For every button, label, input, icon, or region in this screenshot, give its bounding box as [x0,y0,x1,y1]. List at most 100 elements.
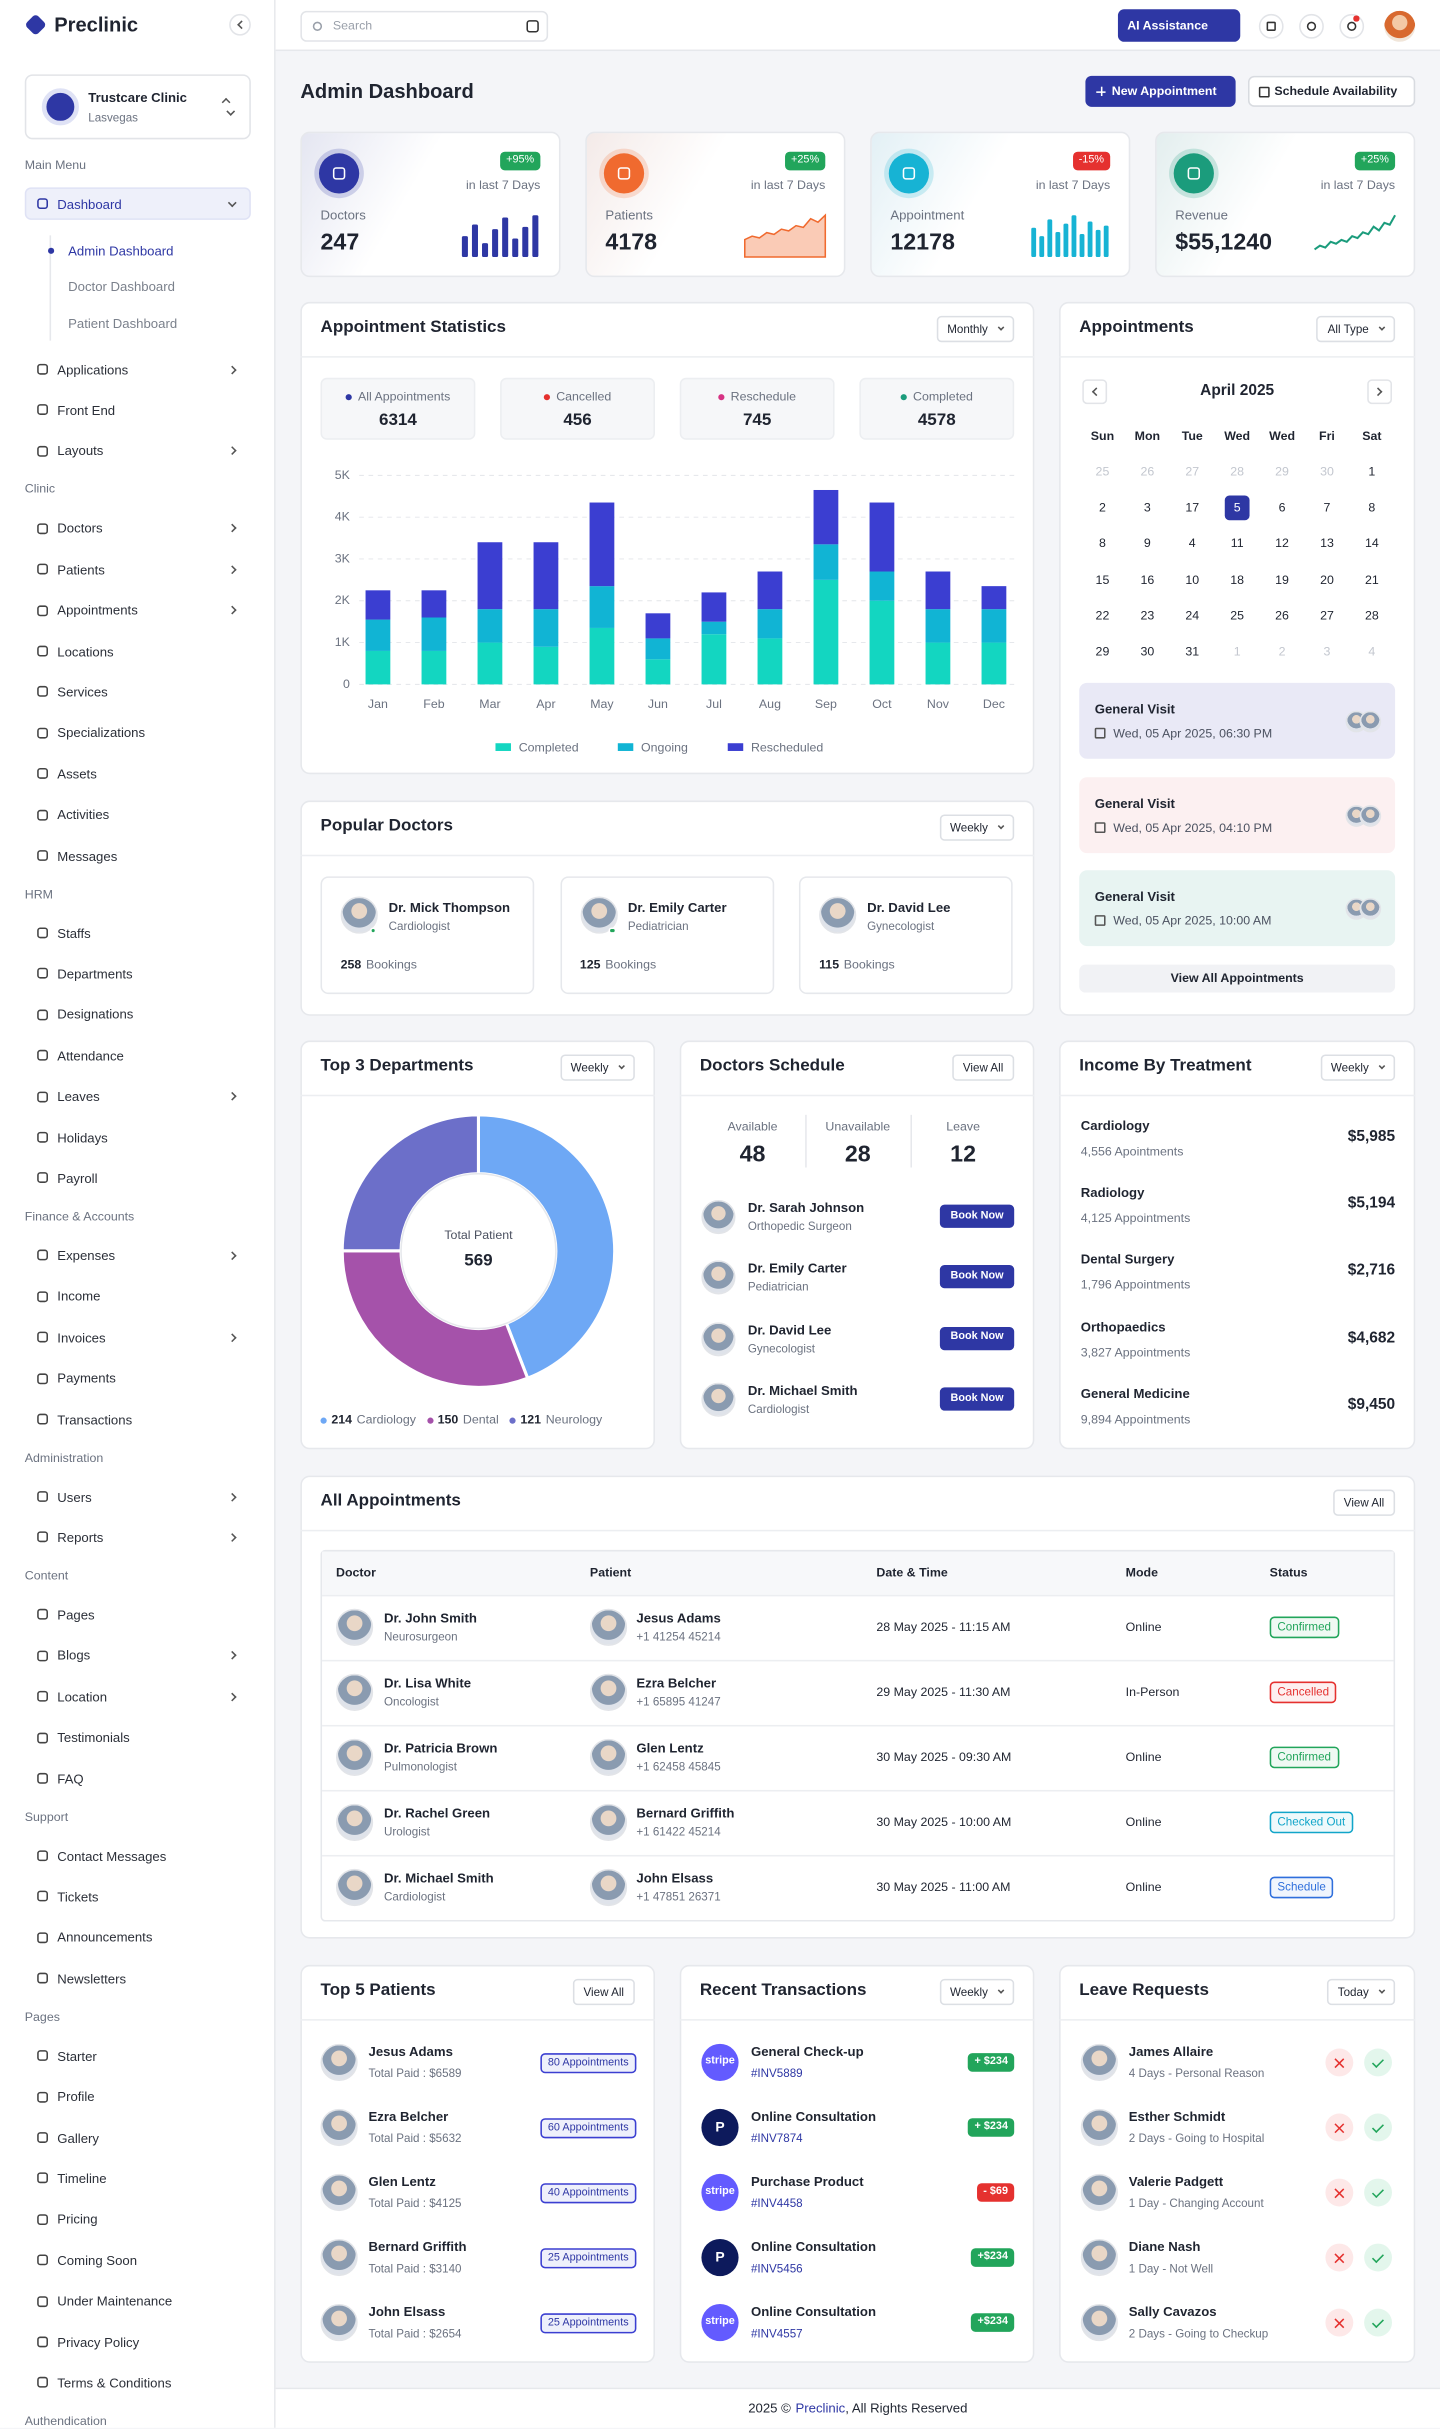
calendar-day[interactable]: 18 [1230,572,1245,587]
book-now-button[interactable] [939,1265,1015,1289]
calendar-day[interactable]: 25 [1095,464,1110,479]
menu-item[interactable]: Profile [57,2088,95,2105]
dropdown[interactable]: Weekly [939,1978,1015,2006]
menu-item[interactable]: Coming Soon [57,2252,138,2268]
calendar-day[interactable]: 10 [1185,572,1200,587]
menu-item[interactable]: Invoices [57,1329,106,1345]
calendar-day[interactable]: 26 [1140,464,1155,479]
calendar-day[interactable]: 17 [1185,500,1200,515]
book-now-button[interactable] [939,1326,1015,1350]
menu-item[interactable]: Doctors [57,520,103,537]
menu-item[interactable]: Blogs [57,1647,91,1664]
menu-item[interactable]: Front End [57,402,116,418]
button-label[interactable]: New Appointment [1111,83,1217,98]
menu-item[interactable]: Testimonials [57,1729,130,1746]
calendar-day[interactable]: 21 [1364,572,1379,587]
menu-item[interactable]: Gallery [57,2129,99,2146]
calendar-day[interactable]: 27 [1320,608,1334,623]
ai-button-label[interactable]: AI Assistance [1127,18,1209,33]
menu-item[interactable]: Pricing [57,2211,98,2227]
calendar-day[interactable]: 8 [1099,536,1106,551]
calendar-day[interactable]: 19 [1275,572,1289,587]
menu-item[interactable]: Messages [57,847,118,864]
button-label[interactable]: Book Now [950,1270,1004,1282]
button-label[interactable]: Schedule Availability [1274,83,1398,98]
calendar-day[interactable]: 22 [1095,608,1110,623]
calendar-day[interactable]: 4 [1368,644,1376,659]
calendar-day[interactable]: 16 [1140,572,1155,587]
calendar-day[interactable]: 29 [1275,464,1289,479]
menu-item[interactable]: Newsletters [57,1970,127,1986]
button-label[interactable]: Book Now [950,1209,1004,1221]
new-appointment-button[interactable] [1085,75,1236,107]
menu-item[interactable]: Terms & Conditions [57,2374,172,2391]
menu-item[interactable]: Patients [57,561,105,577]
menu-item[interactable]: Timeline [57,2170,107,2187]
calendar-day[interactable]: 30 [1140,644,1155,659]
calendar-day[interactable]: 1 [1368,464,1376,479]
calendar-day[interactable]: 25 [1230,608,1245,623]
month-nav-button[interactable] [1082,379,1108,405]
calendar-day[interactable]: 14 [1364,536,1379,551]
menu-item[interactable]: Applications [57,361,129,377]
menu-item[interactable]: Leaves [57,1088,100,1104]
calendar-day[interactable]: 11 [1230,536,1244,551]
menu-item[interactable]: Income [57,1288,101,1305]
calendar-day[interactable]: 3 [1323,644,1331,659]
calendar-day[interactable]: 2 [1099,500,1106,515]
menu-item[interactable]: Under Maintenance [57,2293,173,2309]
calendar-day[interactable]: 15 [1095,572,1110,587]
menu-item[interactable]: Attendance [57,1047,124,1064]
calendar-day[interactable]: 2 [1278,644,1286,659]
menu-item[interactable]: Services [57,684,108,700]
view-all-button[interactable]: View All [952,1054,1015,1081]
header-icon[interactable] [1258,13,1284,38]
view-all-button[interactable]: View All [1332,1489,1396,1516]
approve-button[interactable] [1364,2113,1392,2142]
menu-item[interactable]: Contact Messages [57,1847,167,1864]
dropdown[interactable]: Weekly [1320,1054,1396,1081]
calendar-day[interactable]: 3 [1143,500,1151,515]
menu-item[interactable]: Transactions [57,1411,133,1427]
dropdown[interactable]: Weekly [559,1054,635,1081]
calendar-day[interactable]: 8 [1368,500,1376,515]
view-all-appointments[interactable] [1079,964,1396,993]
menu-item[interactable]: Activities [57,806,110,823]
menu-item[interactable]: Appointments [57,602,138,618]
menu-item[interactable]: Starter [57,2047,97,2064]
menu-item[interactable]: Privacy Policy [57,2334,140,2350]
book-now-button[interactable] [939,1204,1015,1228]
dropdown[interactable]: Monthly [936,315,1015,343]
calendar-day[interactable]: 12 [1275,536,1289,551]
submenu-item[interactable]: Admin Dashboard [68,242,174,258]
calendar-day[interactable]: 28 [1230,464,1245,479]
menu-item[interactable]: Users [57,1488,92,1505]
calendar-day[interactable]: 6 [1278,500,1286,515]
menu-item[interactable]: Announcements [57,1929,153,1946]
calendar-day[interactable]: 27 [1185,464,1200,479]
menu-item[interactable]: Staffs [57,925,91,941]
book-now-button[interactable] [939,1387,1015,1411]
calendar-day[interactable]: 4 [1188,536,1196,551]
button-label[interactable]: Book Now [950,1331,1004,1343]
calendar-day[interactable]: 26 [1275,608,1289,623]
menu-item[interactable]: Dashboard [57,195,122,212]
menu-item-active[interactable] [24,187,251,220]
calendar-day[interactable]: 13 [1320,536,1334,551]
dropdown[interactable]: Weekly [939,814,1015,841]
schedule-button[interactable] [1248,75,1416,107]
calendar-day[interactable]: 5 [1233,500,1241,515]
menu-item[interactable]: Payroll [57,1170,98,1186]
collapse-button[interactable] [229,13,251,36]
calendar-day[interactable]: 20 [1320,572,1334,587]
menu-item[interactable]: Locations [57,643,114,659]
submenu-item[interactable]: Patient Dashboard [68,314,178,331]
menu-item[interactable]: Departments [57,965,133,982]
menu-item[interactable]: Location [57,1688,108,1705]
menu-item[interactable]: Expenses [57,1247,116,1264]
calendar-day[interactable]: 9 [1143,536,1151,551]
calendar-day[interactable]: 1 [1233,644,1241,659]
calendar-day[interactable]: 30 [1320,464,1334,479]
calendar-day[interactable]: 29 [1095,644,1110,659]
menu-item[interactable]: Tickets [57,1888,99,1905]
